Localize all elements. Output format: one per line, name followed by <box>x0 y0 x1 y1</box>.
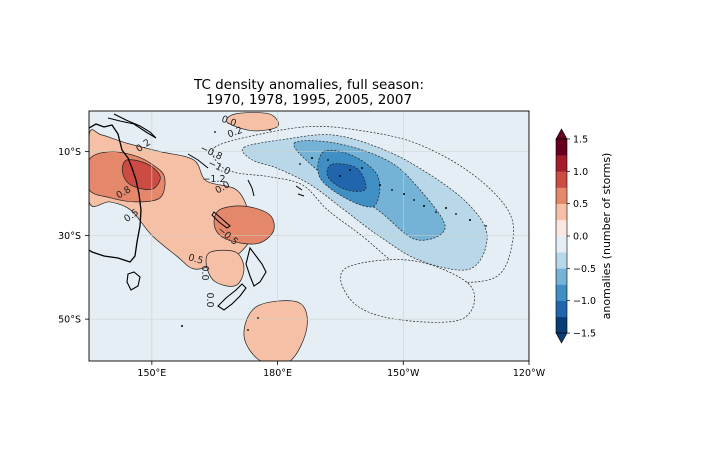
contour-region-fiji-tonga-max <box>213 205 275 245</box>
x-axis-ticks: 150°E 180°E 150°W 120°W <box>137 361 546 379</box>
colorbar-segment <box>556 203 567 221</box>
colorbar: −1.5 −1.0 −0.5 0.0 0.5 1.0 1.5 <box>555 128 596 344</box>
colorbar-segment <box>556 300 567 318</box>
colorbar-tick-label: −1.0 <box>573 296 596 307</box>
colorbar-segment <box>556 284 567 301</box>
map-panel: 0.00.20.20.80.50.5−0.8−1.0−1.2−0.50.00.0… <box>89 111 529 361</box>
colorbar-segment <box>556 236 567 253</box>
contour-label: 0.0 <box>204 292 215 307</box>
contour-region-north-islands <box>226 112 279 132</box>
colorbar-segment <box>556 219 567 237</box>
y-tick-label: 30°S <box>58 231 81 242</box>
colorbar-label: anomalies (number of storms) <box>600 153 613 320</box>
colorbar-segment <box>556 155 567 172</box>
new-caledonia-coastline <box>211 211 231 229</box>
contour-region-south-ocean <box>243 300 308 361</box>
y-axis-ticks: 10°S 30°S 50°S <box>58 147 89 326</box>
colorbar-tick-label: 0.0 <box>573 232 588 243</box>
contour-region-tasman-sea <box>205 249 245 287</box>
y-tick-label: 50°S <box>58 315 81 326</box>
colorbar-segment <box>556 316 567 334</box>
map-frame <box>88 110 530 362</box>
anomaly-fills <box>89 112 514 361</box>
colorbar-tick-label: −1.5 <box>573 329 596 340</box>
contour-label: 0.2 <box>226 125 244 141</box>
colorbar-segment <box>556 171 567 188</box>
contour-label: 0.0 <box>220 114 238 130</box>
colorbar-segment <box>556 187 567 204</box>
pacific-islands <box>181 129 487 331</box>
colorbar-segment <box>556 139 567 156</box>
gridlines <box>89 111 529 361</box>
contour-label: 0.5 <box>187 252 204 267</box>
fiji-coastline <box>295 185 305 197</box>
new-zealand-south-coastline <box>217 283 247 311</box>
contour-region-south-east-pacific <box>340 259 476 323</box>
tasmania-coastline <box>126 271 141 291</box>
new-guinea-coastline <box>107 113 157 139</box>
chart-subtitle: 1970, 1978, 1995, 2005, 2007 <box>206 92 412 108</box>
x-tick-label: 150°W <box>387 368 420 379</box>
coastlines <box>89 113 487 331</box>
vanuatu-coastline <box>247 179 255 197</box>
x-tick-label: 180°E <box>263 368 292 379</box>
australia-coastline <box>89 123 142 263</box>
colorbar-segment <box>556 268 567 285</box>
x-tick-label: 120°W <box>513 368 546 379</box>
colorbar-segment <box>556 252 567 269</box>
contour-label: −1.2 <box>202 174 225 185</box>
y-tick-label: 10°S <box>58 147 81 158</box>
solomon-islands-coastline <box>187 153 209 169</box>
contour-label: 0.0 <box>199 265 210 280</box>
new-zealand-north-coastline <box>245 246 267 287</box>
x-tick-label: 150°E <box>137 368 166 379</box>
colorbar-extend-max <box>555 128 568 140</box>
colorbar-tick-label: 0.5 <box>573 199 588 210</box>
contour-region-central-pacific-peak <box>326 163 367 192</box>
colorbar-tick-label: 1.5 <box>573 135 588 146</box>
colorbar-extend-min <box>555 332 568 344</box>
colorbar-tick-label: −0.5 <box>573 264 596 275</box>
chart-title: TC density anomalies, full season: <box>193 77 424 93</box>
colorbar-tick-label: 1.0 <box>573 167 588 178</box>
